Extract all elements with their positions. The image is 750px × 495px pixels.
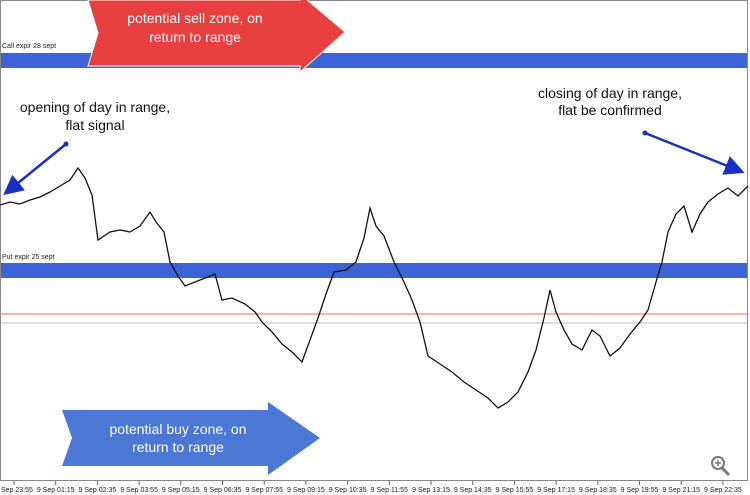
buy-zone-text: potential buy zone, on [110,421,247,437]
price-series [0,166,749,409]
x-tick-label: 9 Sep 14:35 [454,487,492,494]
x-tick-label: 9 Sep 13:15 [412,487,450,494]
sell-zone-text: potential sell zone, on [127,10,262,26]
annotation-text: closing of day in range, [538,85,682,101]
x-tick-label: 9 Sep 11:55 [371,487,408,494]
level-label: Call expir 28 sept [2,43,56,50]
x-tick-label: 9 Sep 10:35 [329,487,367,494]
x-tick-label: 9 Sep 03:55 [120,487,158,494]
x-tick-label: 9 Sep 02:35 [79,487,117,494]
annotation-text: flat signal [65,117,124,133]
annotation-text: flat be confirmed [558,102,662,118]
x-tick-label: 9 Sep 18:35 [579,487,617,494]
x-tick-label: 9 Sep 17:15 [537,487,575,494]
buy-zone-arrow [62,402,320,475]
sell-zone-text: return to range [149,29,241,45]
x-tick-label: 8 Sep 23:55 [0,487,33,494]
pointer-arrow [644,131,745,175]
x-tick-label: 9 Sep 01:15 [37,487,75,494]
x-tick-label: 9 Sep 22:35 [704,487,742,494]
x-tick-label: 9 Sep 07:55 [245,487,283,494]
buy-zone-text: return to range [132,439,224,455]
annotation-text: opening of day in range, [20,99,170,115]
plot-frame [0,0,748,481]
sell-zone-arrow [87,0,346,74]
x-tick-label: 9 Sep 09:15 [287,487,325,494]
x-tick-label: 9 Sep 05:15 [162,487,200,494]
pointer-arrow [3,143,67,196]
x-tick-label: 9 Sep 21:15 [662,487,700,494]
level-label: Put expir 25 sept [2,254,55,261]
zoom-icon[interactable] [711,456,731,477]
put-level-band [1,263,747,278]
x-tick-label: 9 Sep 06:35 [204,487,242,494]
x-tick-label: 9 Sep 15:55 [496,487,534,494]
x-tick-label: 9 Sep 19:55 [621,487,659,494]
